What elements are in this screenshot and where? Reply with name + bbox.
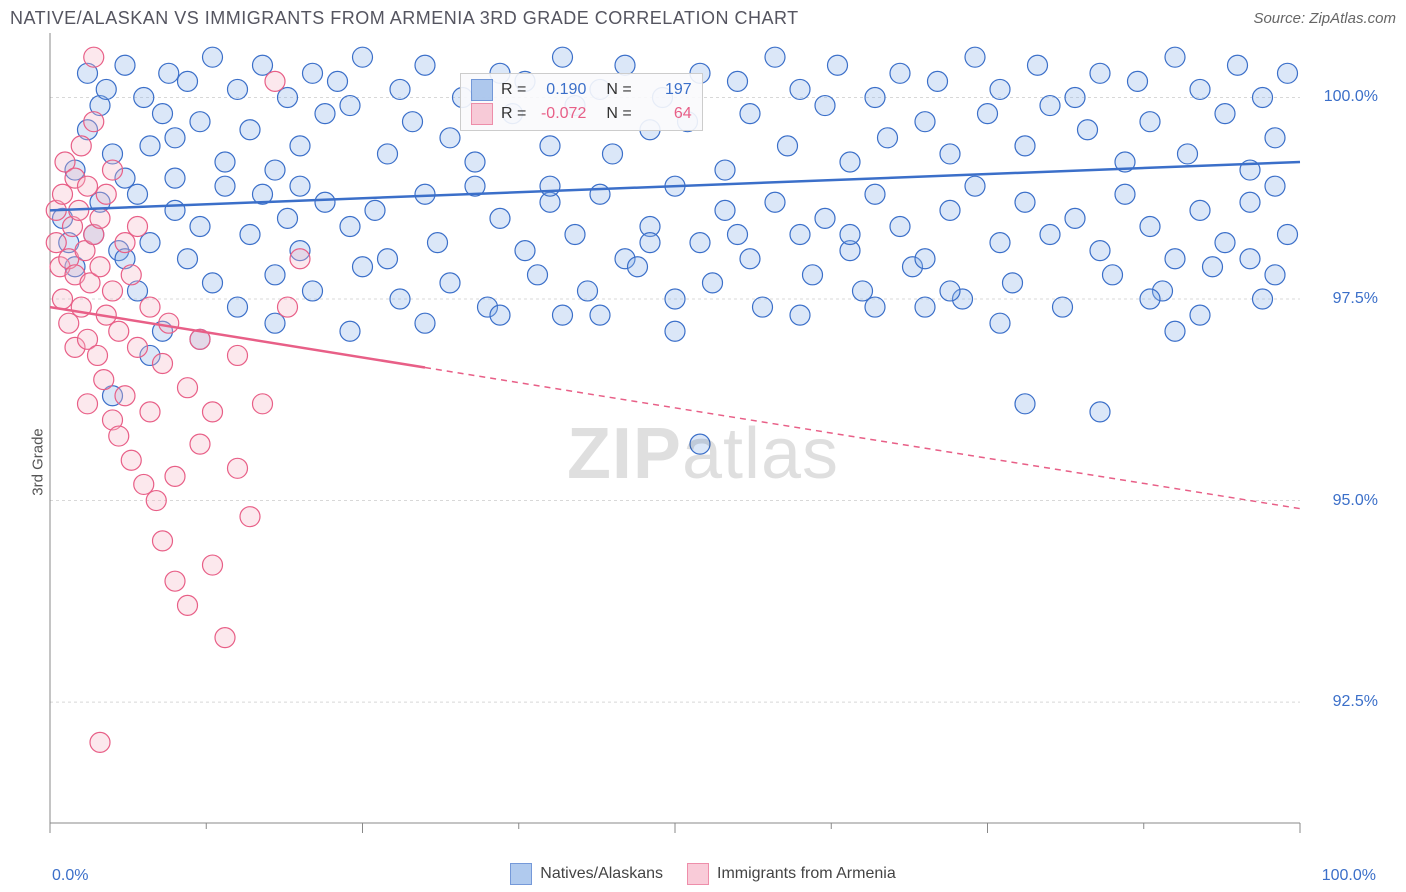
legend-item: Natives/Alaskans — [510, 863, 663, 885]
y-axis-tick-label: 100.0% — [1324, 88, 1378, 106]
chart-header: NATIVE/ALASKAN VS IMMIGRANTS FROM ARMENI… — [0, 0, 1406, 33]
correlation-stats-box: R =0.190N =197R =-0.072N =64 — [460, 73, 703, 131]
x-axis-label-max: 100.0% — [1322, 867, 1376, 885]
legend: Natives/Alaskans Immigrants from Armenia — [0, 863, 1406, 885]
stats-row: R =-0.072N =64 — [471, 102, 692, 126]
scatter-chart — [0, 33, 1406, 853]
chart-title: NATIVE/ALASKAN VS IMMIGRANTS FROM ARMENI… — [10, 8, 799, 29]
x-axis-label-min: 0.0% — [52, 867, 88, 885]
stats-row: R =0.190N =197 — [471, 78, 692, 102]
y-axis-tick-label: 92.5% — [1333, 693, 1378, 711]
y-axis-tick-label: 97.5% — [1333, 290, 1378, 308]
legend-item: Immigrants from Armenia — [687, 863, 896, 885]
chart-source: Source: ZipAtlas.com — [1253, 10, 1396, 27]
y-axis-tick-label: 95.0% — [1333, 492, 1378, 510]
y-axis-title: 3rd Grade — [29, 428, 46, 496]
chart-container: ZIPatlas 3rd Grade R =0.190N =197R =-0.0… — [0, 33, 1406, 891]
